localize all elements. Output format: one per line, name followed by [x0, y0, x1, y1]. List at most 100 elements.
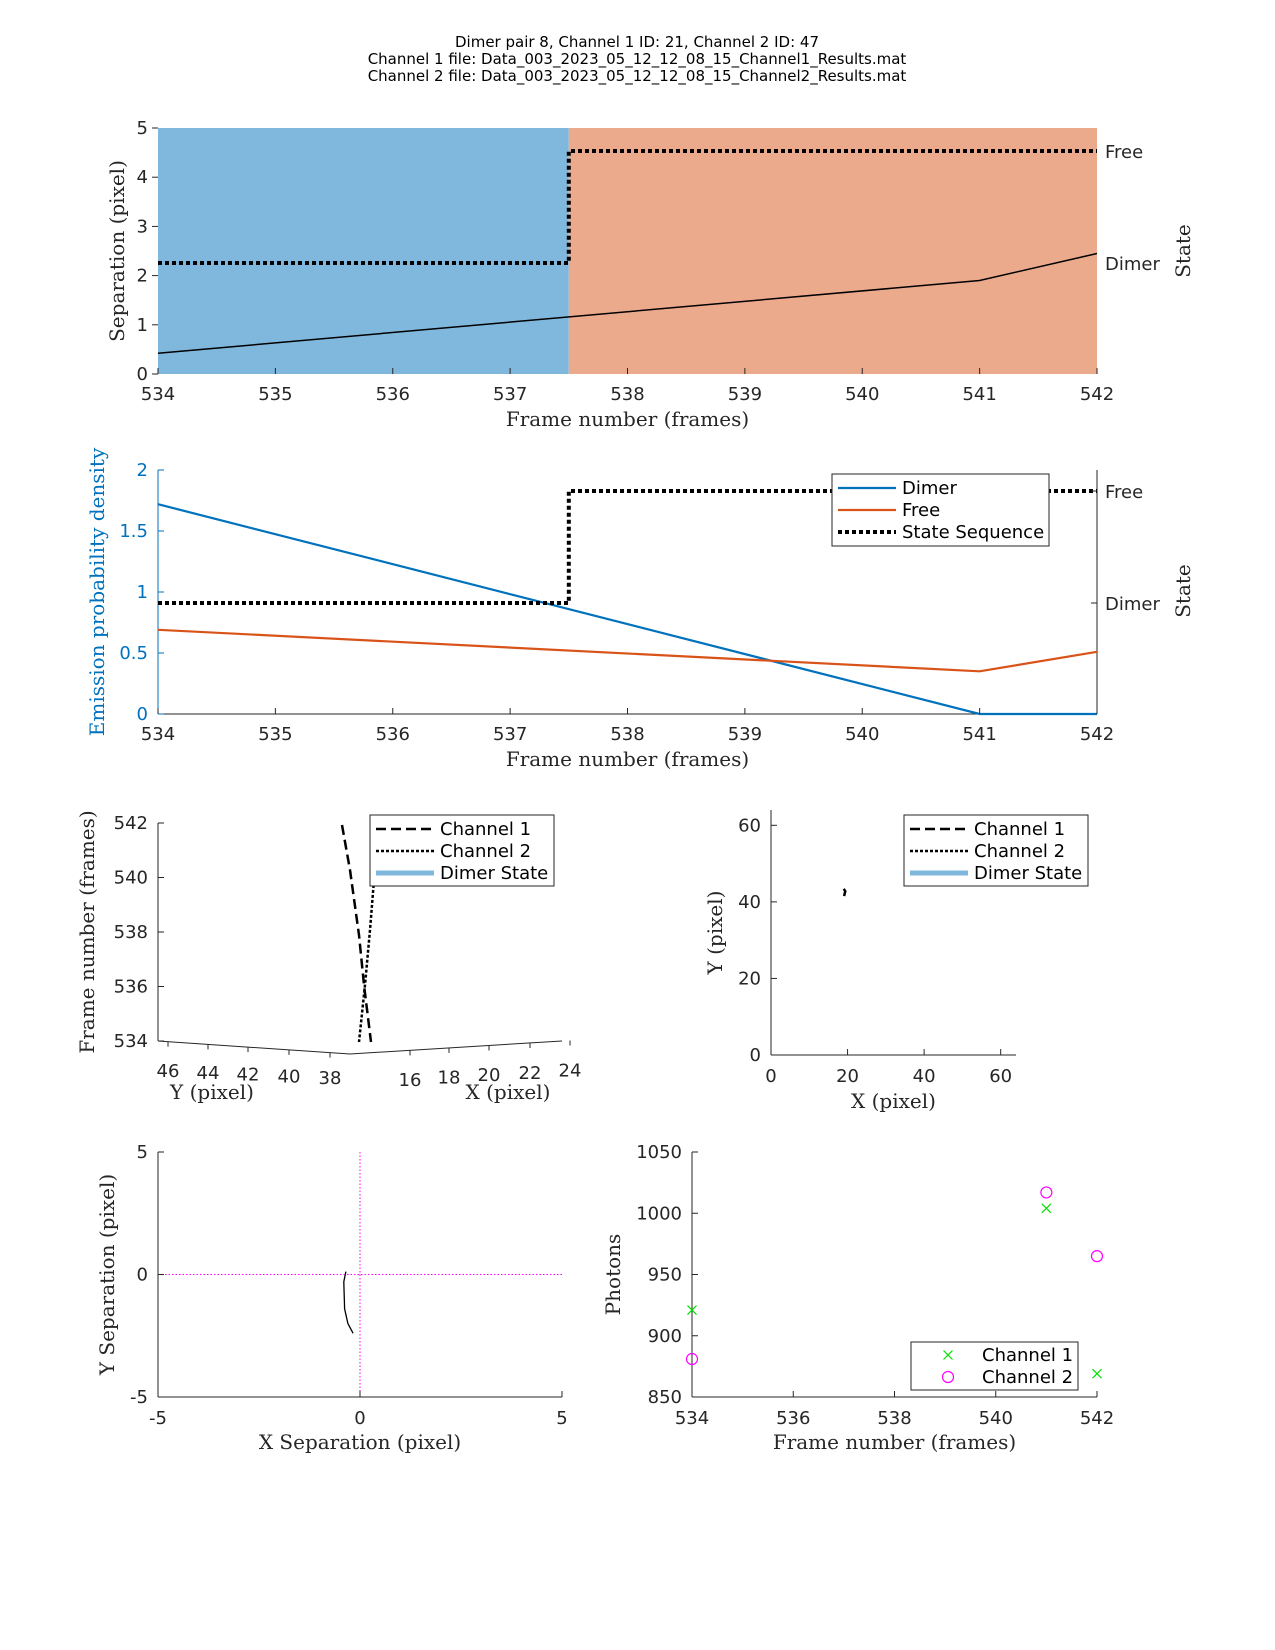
x-tick-label: 540 [845, 724, 879, 745]
y-tick-label: 44 [197, 1063, 220, 1084]
y-tick-label: 5 [137, 118, 148, 139]
x-tick-label: 540 [979, 1408, 1013, 1429]
y-tick-label: 0 [750, 1045, 761, 1066]
y-tick-label: 1.5 [119, 521, 148, 542]
y-tick-label: -5 [130, 1387, 148, 1408]
x-tick-label: 541 [962, 724, 996, 745]
x-tick-label: 534 [675, 1408, 709, 1429]
legend-key [943, 1350, 953, 1360]
photons-plot: 534 536 538 540 542 850 900 950 1000 1050 Frame nu… [601, 1142, 1114, 1454]
legend-label: Channel 2 [974, 841, 1065, 862]
x-axis-label: X Separation (pixel) [259, 1430, 461, 1454]
title-line: Channel 1 file: Data_003_2023_05_12_12_0… [368, 50, 907, 69]
y-tick-label: 40 [278, 1066, 301, 1087]
emission-plot: 534 535 536 537 538 539 540 541 542 0 0.5 1 1.5 2 Dime… [85, 447, 1195, 771]
channel-2-point [1090, 1250, 1104, 1263]
x-tick-label: 536 [376, 384, 410, 405]
x-tick-label: 539 [728, 724, 762, 745]
legend-label: Dimer State [440, 863, 548, 884]
y-tick-label: 900 [648, 1326, 682, 1347]
legend-box [910, 1341, 1079, 1391]
separation-trace [343, 1271, 354, 1334]
legend-label: Dimer State [974, 863, 1082, 884]
y-tick-label: 1 [137, 315, 148, 336]
legend-label: Channel 2 [440, 841, 531, 862]
state-tick-label: Dimer [1105, 254, 1160, 275]
x-tick-label: 22 [519, 1063, 542, 1084]
x-axis-label: X (pixel) [466, 1080, 551, 1104]
z-tick-label: 540 [114, 868, 148, 889]
x-tick-label: 40 [913, 1066, 936, 1087]
y-tick-label: 38 [319, 1068, 342, 1089]
x-tick-label: 60 [989, 1066, 1012, 1087]
x-tick-label: 0 [765, 1066, 776, 1087]
x-tick-label: 534 [141, 724, 175, 745]
channel-2-point [685, 1352, 699, 1366]
x-tick-label: 24 [559, 1060, 582, 1081]
x-axis-label: Frame number (frames) [773, 1430, 1016, 1454]
y-tick-label: 1000 [636, 1203, 682, 1224]
separation-plot: 534 535 536 537 538 539 540 541 542 0 1 2 3 4 5 Dimer Fr… [105, 118, 1195, 431]
channel-1-point [687, 1305, 697, 1315]
x-tick-label: 540 [845, 384, 879, 405]
y-tick-label: 850 [648, 1387, 682, 1408]
x-tick-label: 537 [493, 384, 527, 405]
channel-2-point [1040, 1186, 1053, 1199]
legend-label: Channel 1 [974, 819, 1065, 840]
x-tick-label: 16 [399, 1070, 422, 1091]
legend-label: Channel 1 [982, 1345, 1073, 1366]
legend-label: Free [902, 500, 940, 521]
z-tick-label: 542 [114, 813, 148, 834]
y-tick-label: 4 [137, 167, 148, 188]
x-tick-label: -5 [149, 1408, 167, 1429]
x-tick-label: 20 [836, 1066, 859, 1087]
y-axis-label: Y (pixel) [169, 1080, 254, 1104]
x-tick-label: 534 [141, 384, 175, 405]
y-axis-label: Y (pixel) [703, 891, 727, 976]
x-tick-label: 542 [1080, 724, 1114, 745]
legend-label: Dimer [902, 478, 957, 499]
y-tick-label: 950 [648, 1265, 682, 1286]
y2-axis-label: State [1171, 224, 1195, 278]
series-line-free [157, 628, 1098, 673]
x-tick-label: 537 [493, 724, 527, 745]
channel-1-point [1041, 1203, 1052, 1214]
y-tick-label: 46 [157, 1061, 180, 1082]
state-region-free [568, 128, 1097, 374]
x-tick-label: 538 [610, 724, 644, 745]
x-tick-label: 536 [376, 724, 410, 745]
z-tick-label: 538 [114, 922, 148, 943]
y-tick-label: 1050 [636, 1142, 682, 1163]
legend-label: State Sequence [902, 522, 1044, 543]
x-tick-label: 20 [478, 1065, 501, 1086]
x-tick-label: 542 [1080, 384, 1114, 405]
y-tick-label: 42 [237, 1065, 260, 1086]
legend-key [941, 1370, 955, 1384]
x-axis-label: X (pixel) [851, 1089, 936, 1113]
y-axis-label: Separation (pixel) [105, 160, 129, 342]
x-tick-label: 18 [438, 1068, 461, 1089]
y-tick-label: 40 [738, 892, 761, 913]
state-sequence-line [158, 149, 1097, 265]
x-axis-label: Frame number (frames) [506, 747, 749, 771]
channel-1-trace [340, 824, 373, 1043]
y-axis [157, 1040, 351, 1055]
legend-label: Channel 2 [982, 1367, 1073, 1388]
state-tick-label: Free [1105, 142, 1143, 163]
x-tick-label: 535 [258, 384, 292, 405]
x-tick-label: 538 [610, 384, 644, 405]
state-region-dimer [158, 128, 569, 374]
y-tick-label: 3 [137, 216, 148, 237]
channel-2-trace [357, 879, 376, 1043]
z-tick-label: 534 [114, 1031, 148, 1052]
x-tick-label: 541 [962, 384, 996, 405]
x-tick-label: 536 [776, 1408, 810, 1429]
x-axis-label: Frame number (frames) [506, 407, 749, 431]
y-tick-label: 0 [137, 364, 148, 385]
y-tick-label: 1 [137, 582, 148, 603]
y-tick-label: 2 [137, 266, 148, 287]
y-tick-label: 60 [738, 815, 761, 836]
